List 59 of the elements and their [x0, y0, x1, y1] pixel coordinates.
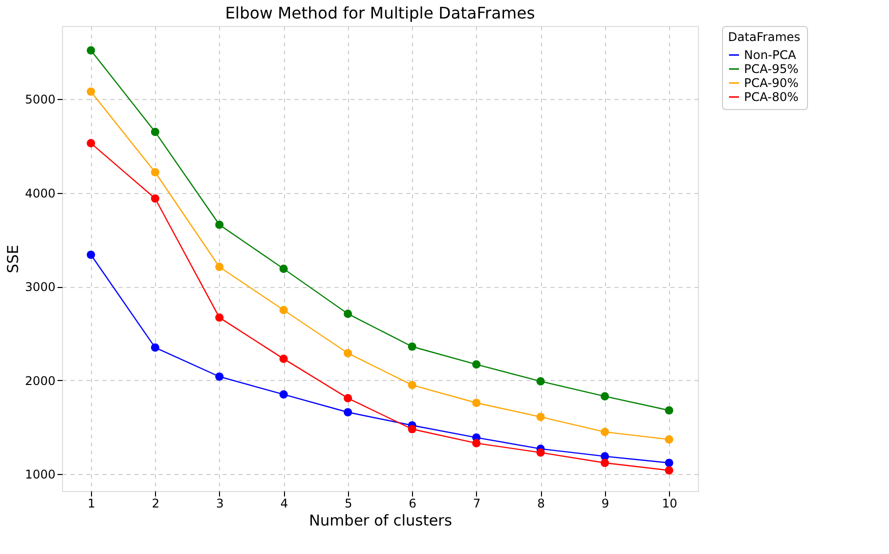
x-tick-label: 10: [662, 496, 678, 510]
x-tick-label: 5: [344, 496, 352, 510]
point: [215, 372, 224, 381]
point: [408, 342, 416, 351]
point: [150, 168, 160, 176]
point: [408, 380, 416, 390]
legend-label: PCA-95%: [744, 62, 799, 76]
point: [86, 139, 96, 148]
x-tick-label: 6: [408, 496, 416, 510]
legend-title: DataFrames: [728, 30, 800, 44]
point: [86, 250, 96, 259]
legend-label: PCA-90%: [744, 76, 799, 90]
point: [536, 377, 545, 386]
point: [664, 466, 674, 475]
point: [472, 398, 481, 408]
point: [600, 392, 610, 400]
y-tick-label: 4000: [24, 186, 56, 200]
point: [600, 428, 610, 436]
point: [215, 313, 224, 322]
legend-label: Non-PCA: [744, 48, 797, 62]
point: [344, 349, 352, 358]
point: [664, 406, 674, 415]
point: [279, 354, 288, 363]
x-tick-label: 4: [280, 496, 288, 510]
point: [536, 412, 545, 422]
point: [215, 220, 224, 229]
y-axis-title: SSE: [4, 244, 22, 274]
legend-label: PCA-80%: [744, 90, 799, 104]
x-tick-label: 8: [537, 496, 545, 510]
y-tick-label: 5000: [24, 92, 56, 107]
x-tick-label: 9: [602, 496, 610, 510]
point: [86, 46, 96, 55]
point: [344, 310, 352, 318]
point: [150, 343, 160, 352]
point: [408, 424, 416, 434]
y-tick-label: 3000: [24, 280, 56, 294]
point: [279, 306, 288, 314]
point: [344, 394, 352, 402]
point: [664, 458, 674, 468]
point: [344, 408, 352, 416]
point: [472, 360, 481, 369]
x-tick-label: 1: [88, 496, 96, 510]
point: [664, 435, 674, 444]
x-tick-label: 7: [473, 496, 481, 510]
point: [600, 458, 610, 468]
x-tick-label: 3: [216, 496, 224, 510]
point: [150, 194, 160, 203]
point: [279, 390, 288, 399]
point: [215, 262, 224, 272]
point: [472, 439, 481, 448]
x-tick-label: 2: [152, 496, 160, 510]
point: [86, 87, 96, 96]
chart-title: Elbow Method for Multiple DataFrames: [225, 4, 535, 22]
y-tick-label: 1000: [24, 468, 56, 482]
x-axis-title: Number of clusters: [308, 512, 452, 530]
point: [279, 264, 288, 273]
point: [536, 448, 545, 457]
y-tick-label: 2000: [24, 374, 56, 388]
point: [150, 128, 160, 136]
